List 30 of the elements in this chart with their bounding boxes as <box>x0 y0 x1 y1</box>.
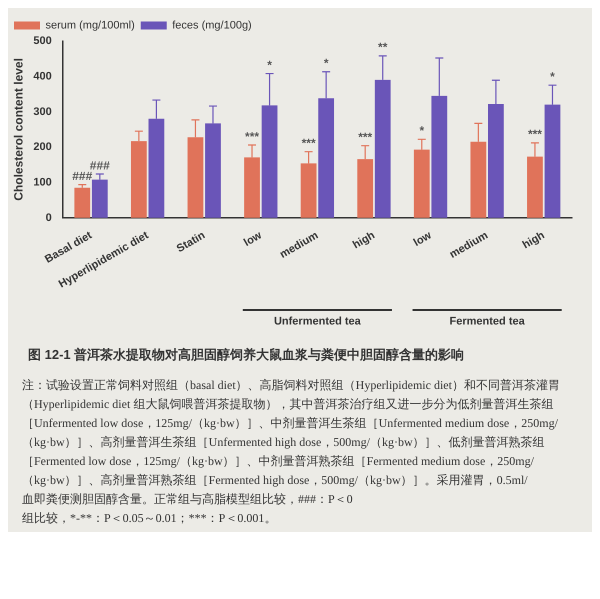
text: Unfermented tea <box>274 316 362 328</box>
x-tick-label: high <box>520 229 547 252</box>
text: 组比较，*-**：P＜0.05～0.01；***：P＜0.001。 <box>22 510 278 527</box>
y-axis-title: Cholesterol content level <box>12 58 26 201</box>
y-tick-label: 300 <box>33 106 52 118</box>
y-tick-label: 0 <box>46 212 52 224</box>
y-tick-label: 100 <box>33 176 52 188</box>
data-label: *** <box>302 136 316 150</box>
x-tick-label: Statin <box>174 229 208 256</box>
bar <box>74 188 90 218</box>
x-tick-label: low <box>412 229 434 249</box>
legend-label: feces (mg/100g) <box>172 20 252 32</box>
y-tick-label: 400 <box>33 70 52 82</box>
y-tick-label: 200 <box>33 141 52 154</box>
data-label: * <box>324 56 329 70</box>
data-label: *** <box>245 129 260 144</box>
x-tick-label: high <box>350 229 378 252</box>
text: Fermented tea <box>450 316 526 328</box>
data-label: *** <box>358 130 373 144</box>
data-label: * <box>419 124 424 138</box>
text: 图 12-1 普洱茶水提取物对高胆固醇饲养大鼠血浆与粪便中胆固醇含量的影响 <box>27 346 466 364</box>
x-tick-label: low <box>242 229 264 249</box>
data-label: * <box>267 58 272 72</box>
y-tick-label: 500 <box>33 35 52 48</box>
data-label: *** <box>528 127 542 142</box>
data-label: * <box>550 70 556 84</box>
data-label: ** <box>378 40 388 54</box>
text: 血即粪便测胆固醇含量。正常组与高脂模型组比较，###：P＜0 <box>22 491 354 508</box>
legend-label: serum (mg/100ml) <box>46 20 135 32</box>
text: 注：试验设置正常饲料对照组（basal diet）、高脂饲料对照组（Hyperlipidemic diet）和不同普洱茶灌胃（Hyperlipidemic diet 组大鼠饲喂普洱茶提取物），其中普洱茶治疗组又进一步分为低剂量普洱生茶组［Unfermented low dose，125mg/（kg·bw）］、中剂量普洱生茶组［Unfermented medium dose，250mg/（kg·bw）］、高剂量普洱生茶组［Unfermented high dose，500mg/（kg·bw）］、低剂量普洱熟茶组［Fermented low dose，125mg/（kg·bw）］、中剂量普洱熟茶组［Fermented medium dose，250mg/（kg·bw）］、高剂量普洱熟茶组［Fermented high dose，500mg/（kg·bw）］。采用灌胃，0.5ml/ <box>22 377 561 489</box>
